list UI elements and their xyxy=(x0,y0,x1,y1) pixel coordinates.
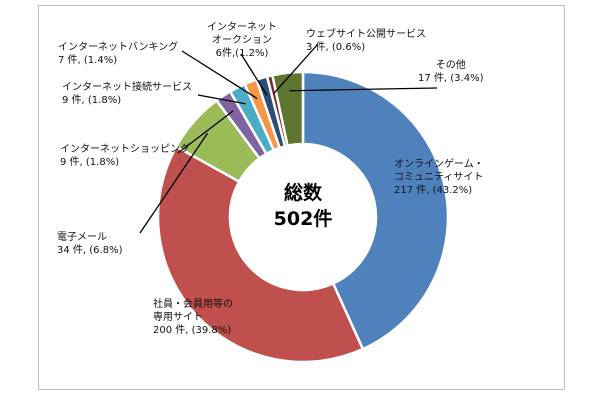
slice-name: オンラインゲーム・ コミュニティサイト xyxy=(394,159,484,183)
data-label-web-publishing: ウェブサイト公開サービス 3 件, (0.6%) xyxy=(306,28,426,54)
slice-value: 9 件, (1.8%) xyxy=(60,157,120,168)
slice-name: 社員・会員用等の 専用サイト xyxy=(153,299,233,323)
leader-line-shopping xyxy=(177,110,234,154)
slice-value: 9 件, (1.8%) xyxy=(62,95,122,106)
data-label-auction: インターネット オークション 6件,(1.2%) xyxy=(207,21,277,60)
slice-value: 3 件, (0.6%) xyxy=(306,42,366,53)
leader-line-web-publishing xyxy=(273,43,319,94)
donut-slices xyxy=(156,70,450,364)
center-label-total: 502件 xyxy=(273,208,333,230)
slice-value: 7 件, (1.4%) xyxy=(58,55,118,66)
data-label-shopping: インターネットショッピング 9 件, (1.8%) xyxy=(60,143,190,169)
data-label-members-site: 社員・会員用等の 専用サイト 200 件, (39.8%) xyxy=(153,298,233,337)
data-label-other: その他 17 件, (3.4%) xyxy=(418,59,483,85)
leader-line-banking xyxy=(181,50,258,100)
slice-name: 電子メール xyxy=(57,232,107,243)
slice-value: 34 件, (6.8%) xyxy=(57,245,123,256)
center-label-title: 総数 xyxy=(283,182,322,204)
data-label-banking: インターネットバンキング 7 件, (1.4%) xyxy=(58,41,178,67)
slice-name: インターネットバンキング xyxy=(58,42,179,53)
data-label-online-game: オンラインゲーム・ コミュニティサイト 217 件, (43.2%) xyxy=(394,158,484,197)
data-label-isp: インターネット接続サービス 9 件, (1.8%) xyxy=(62,81,192,107)
slice-value: 217 件, (43.2%) xyxy=(394,185,473,196)
chart-center-label: 総数 502件 xyxy=(258,180,348,232)
slice-name: ウェブサイト公開サービス xyxy=(306,29,426,40)
leader-lines xyxy=(139,43,438,234)
slice-name: インターネット オークション xyxy=(207,22,277,46)
slice-name: インターネット接続サービス xyxy=(62,82,192,93)
leader-line-isp xyxy=(197,94,246,105)
leader-line-other xyxy=(289,87,438,92)
leader-line-auction xyxy=(240,53,268,96)
slice-members-site xyxy=(156,144,365,364)
slice-name: その他 xyxy=(435,60,466,71)
slice-value: 200 件, (39.8%) xyxy=(153,325,232,336)
slice-value: 6件,(1.2%) xyxy=(215,48,269,59)
slice-value: 17 件, (3.4%) xyxy=(418,73,484,84)
leader-line-email xyxy=(139,132,209,234)
slice-name: インターネットショッピング xyxy=(60,144,190,155)
slice-online-game xyxy=(301,70,450,351)
data-label-email: 電子メール 34 件, (6.8%) xyxy=(57,231,122,257)
